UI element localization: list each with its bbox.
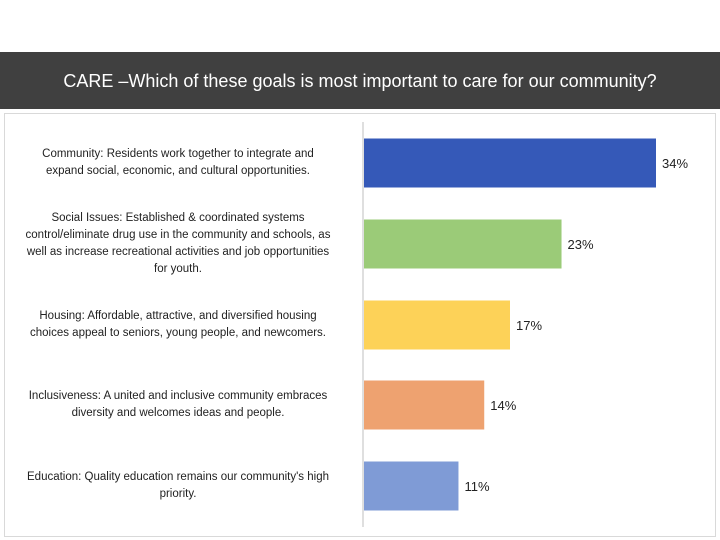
category-label-line: Community: Residents work together to in… (42, 148, 314, 160)
category-label: Social Issues: Established & coordinated… (0, 210, 356, 278)
category-label: Education: Quality education remains our… (0, 469, 356, 503)
data-label: 14% (490, 398, 516, 413)
category-label-line: choices appeal to seniors, young people,… (30, 327, 326, 339)
category-label-line: Social Issues: Established & coordinated… (51, 212, 305, 224)
category-label-line: for youth. (154, 263, 202, 275)
category-label-line: Education: Quality education remains our… (27, 471, 329, 483)
chart-frame (4, 113, 716, 537)
bar (364, 300, 510, 350)
category-label-line: Inclusiveness: A united and inclusive co… (28, 390, 328, 402)
category-label-line: diversity and welcomes ideas and people. (71, 407, 285, 419)
data-label: 34% (662, 156, 688, 171)
data-label: 17% (516, 318, 542, 333)
category-label: Inclusiveness: A united and inclusive co… (0, 388, 356, 422)
bar (364, 219, 562, 269)
category-label-line: Housing: Affordable, attractive, and div… (39, 310, 317, 322)
bar (364, 380, 485, 430)
category-label-line: control/eliminate drug use in the commun… (25, 229, 331, 241)
bar (364, 461, 459, 511)
data-label: 11% (464, 479, 489, 494)
category-label-line: well as increase recreational activities… (26, 246, 330, 258)
category-label-line: expand social, economic, and cultural op… (45, 165, 311, 177)
data-label: 23% (568, 237, 594, 252)
category-label: Community: Residents work together to in… (0, 146, 356, 180)
bar (364, 138, 656, 188)
title-bar: CARE –Which of these goals is most impor… (0, 52, 720, 109)
page-title: CARE –Which of these goals is most impor… (63, 70, 657, 91)
category-label-line: priority. (159, 488, 197, 500)
category-label: Housing: Affordable, attractive, and div… (0, 308, 356, 342)
